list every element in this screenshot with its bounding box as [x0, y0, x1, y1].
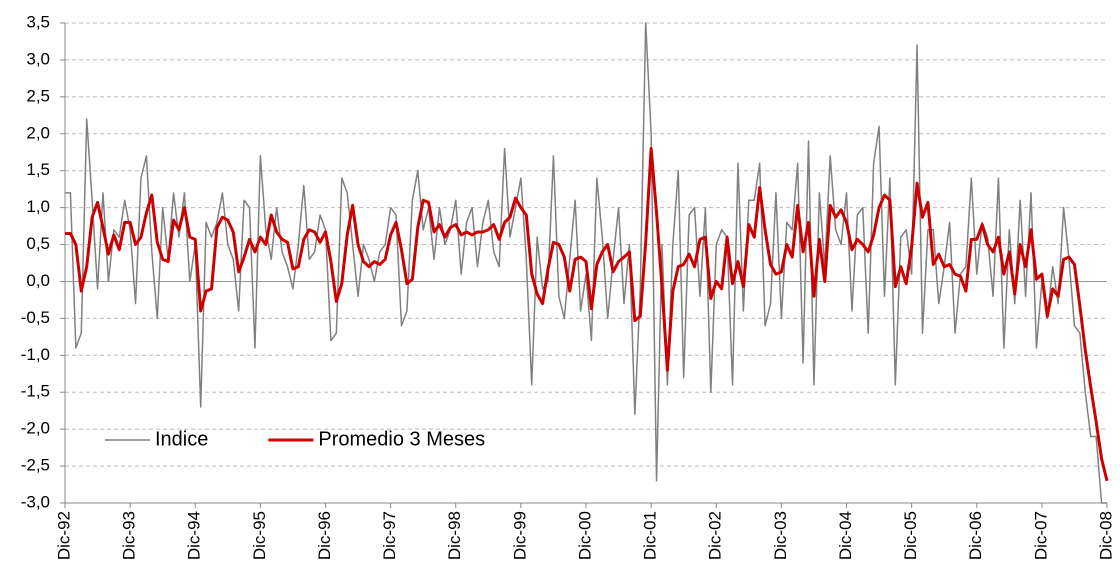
y-tick-label: -3,0: [21, 492, 50, 511]
x-tick-label: Dic-07: [1031, 511, 1050, 560]
x-tick-label: Dic-97: [380, 511, 399, 560]
x-tick-label: Dic-94: [185, 511, 204, 560]
x-tick-label: Dic-04: [836, 511, 855, 560]
x-tick-label: Dic-08: [1096, 511, 1115, 560]
series-line: [65, 147, 1109, 482]
y-tick-label: 0,5: [26, 234, 50, 253]
x-tick-label: Dic-95: [250, 511, 269, 560]
y-tick-label: -2,0: [21, 419, 50, 438]
y-tick-label: -1,0: [21, 345, 50, 364]
y-tick-label: 2,5: [26, 86, 50, 105]
y-tick-label: 3,5: [26, 12, 50, 31]
y-tick-label: -2,5: [21, 456, 50, 475]
x-tick-label: Dic-98: [445, 511, 464, 560]
x-tick-label: Dic-05: [901, 511, 920, 560]
y-tick-label: 1,0: [26, 197, 50, 216]
x-tick-label: Dic-02: [706, 511, 725, 560]
x-tick-label: Dic-06: [966, 511, 985, 560]
x-tick-label: Dic-00: [575, 511, 594, 560]
x-tick-label: Dic-96: [315, 511, 334, 560]
x-tick-label: Dic-93: [120, 511, 139, 560]
y-tick-label: 1,5: [26, 160, 50, 179]
y-tick-label: -0,5: [21, 308, 50, 327]
y-tick-label: 2,0: [26, 123, 50, 142]
y-tick-label: 0,0: [26, 271, 50, 290]
legend-label: Promedio 3 Meses: [318, 428, 485, 450]
x-tick-label: Dic-03: [771, 511, 790, 560]
x-tick-label: Dic-99: [510, 511, 529, 560]
x-tick-label: Dic-01: [641, 511, 660, 560]
y-tick-label: -1,5: [21, 382, 50, 401]
y-tick-label: 3,0: [26, 49, 50, 68]
x-tick-label: Dic-92: [54, 511, 73, 560]
legend-label: Indice: [155, 428, 208, 450]
